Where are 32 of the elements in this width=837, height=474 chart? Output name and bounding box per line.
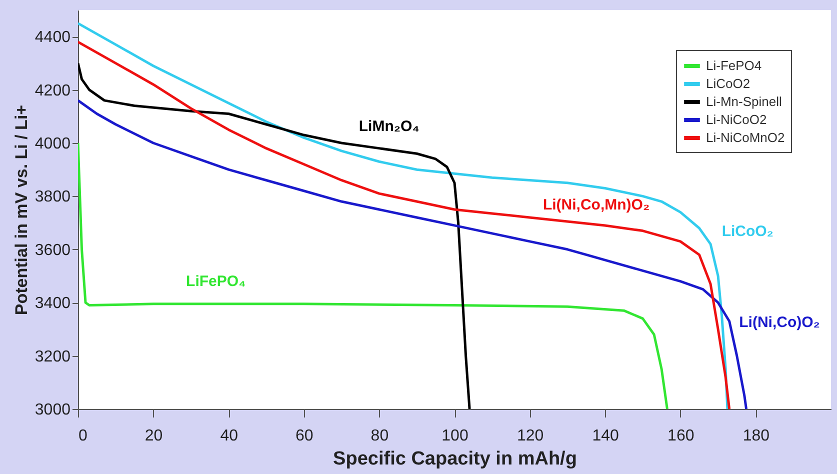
x-tick-label: 140 (592, 428, 620, 444)
x-tick-label: 80 (370, 428, 389, 444)
line-series (78, 62, 471, 409)
legend-label: LiCoO2 (706, 76, 750, 91)
y-tick-label: 3800 (34, 188, 71, 206)
y-axis-title: Potential in mV vs. Li / Li+ (12, 104, 31, 316)
y-tick-label: 3400 (34, 295, 71, 312)
x-tick-label: 100 (442, 428, 468, 444)
annotation: Li(Ni,Co,Mn)O₂ (542, 196, 650, 214)
y-tick-label: 3600 (34, 242, 71, 259)
annotation: LiCoO₂ (722, 223, 774, 240)
x-tick-label: 160 (668, 428, 694, 444)
x-tick-label: 120 (516, 428, 544, 444)
x-tick-label: 40 (220, 428, 238, 444)
legend-label: Li-NiCoO2 (706, 112, 767, 127)
y-tick-label: 4400 (34, 29, 71, 46)
y-tick-label: 3000 (34, 402, 71, 418)
annotation: LiFePO₄ (186, 273, 246, 290)
x-tick-label: 0 (78, 428, 88, 444)
legend-label: Li-NiCoMnO2 (706, 130, 785, 145)
y-tick-label: 4000 (34, 136, 71, 152)
annotation: Li(Ni,Co)O₂ (739, 314, 820, 332)
legend-label: Li-Mn-Spinell (706, 94, 782, 109)
line-series (78, 142, 668, 409)
x-tick-label: 60 (296, 428, 314, 444)
legend-label: Li-FePO4 (706, 58, 762, 73)
x-axis-title: Specific Capacity in mAh/g (333, 448, 577, 470)
x-tick-label: 20 (144, 428, 163, 444)
x-tick-label: 180 (742, 428, 770, 444)
y-tick-label: 4200 (34, 82, 71, 100)
y-tick-label: 3200 (34, 348, 71, 366)
annotation: LiMn₂O₄ (358, 118, 420, 135)
